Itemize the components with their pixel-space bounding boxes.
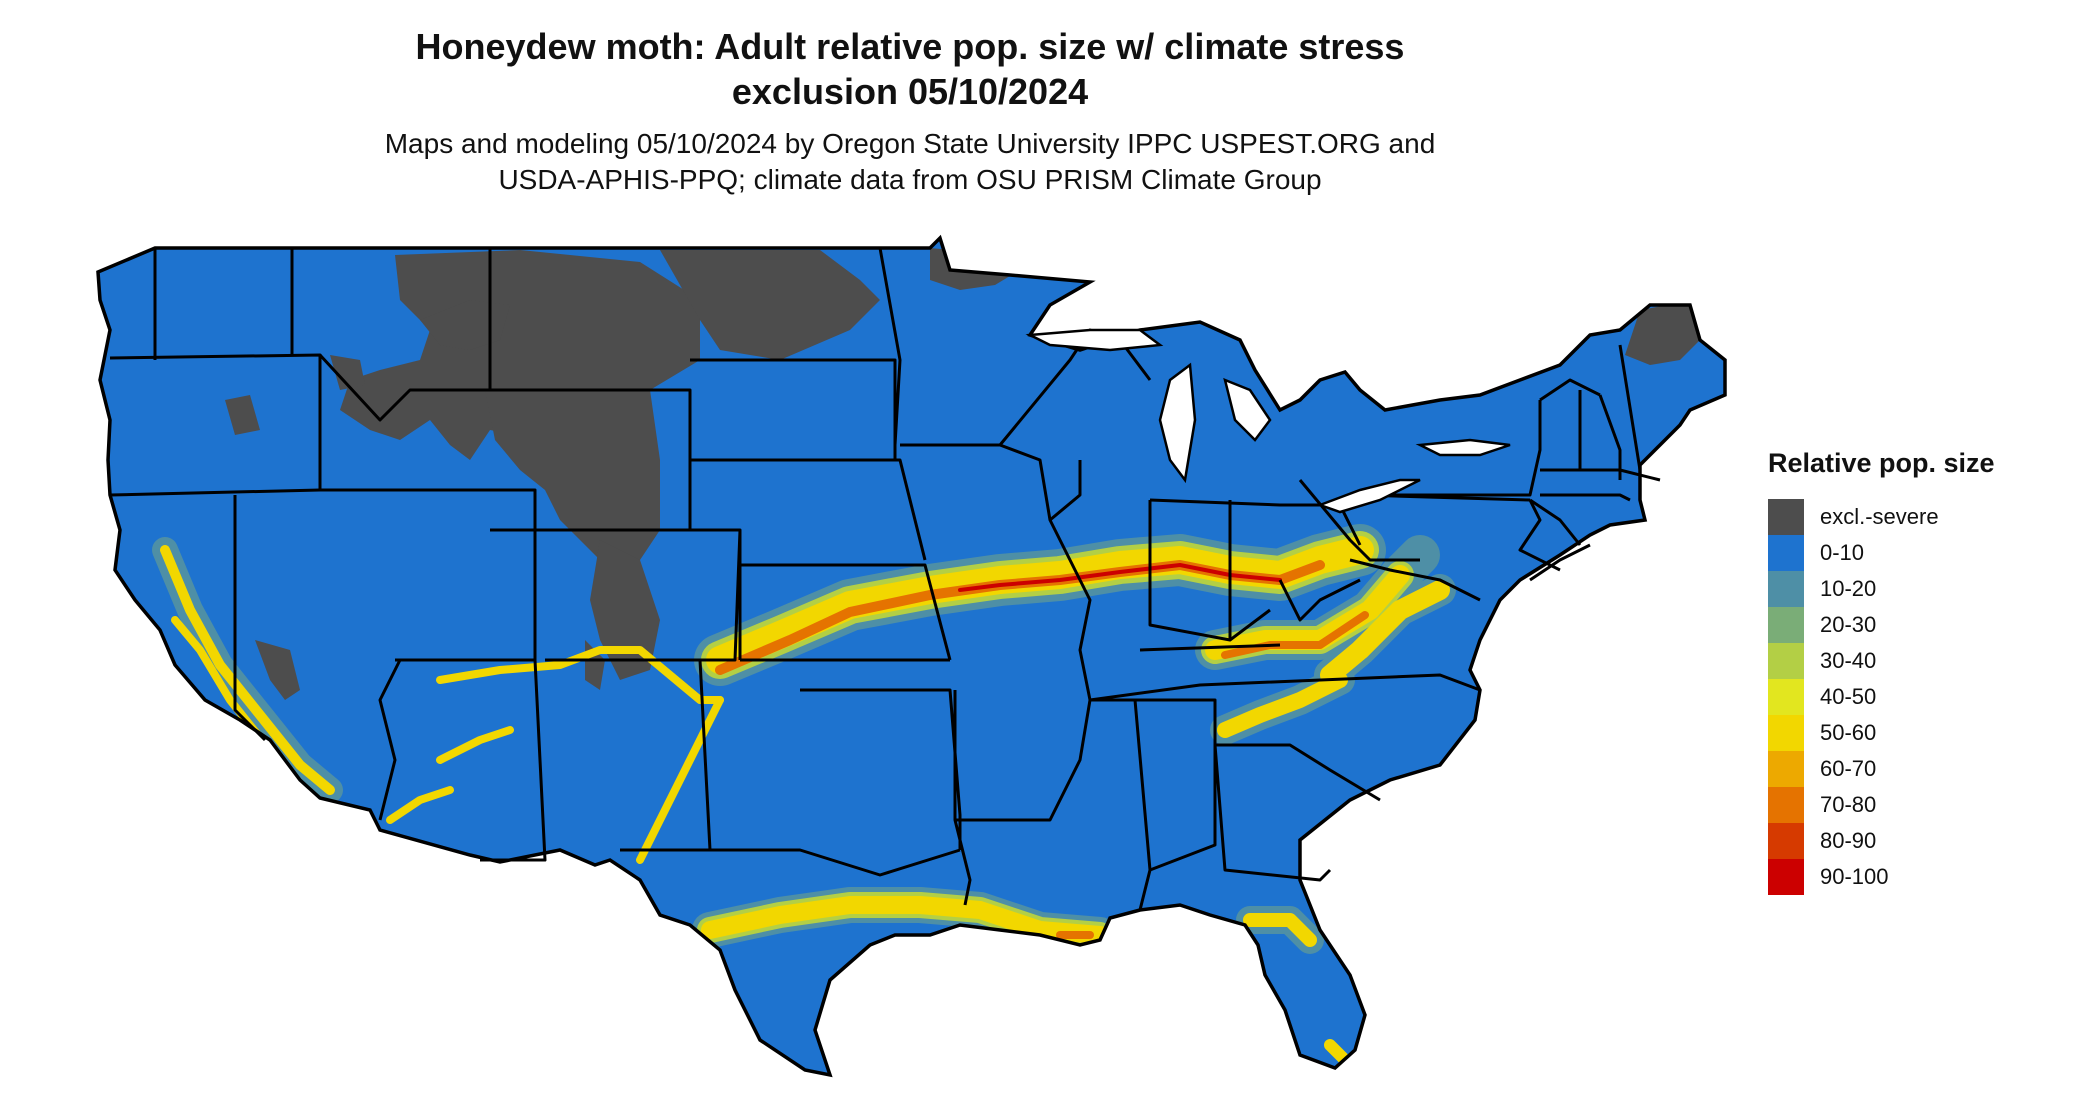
boundary xyxy=(1090,698,1152,911)
legend-label: 70-80 xyxy=(1820,792,1877,817)
boundary xyxy=(1298,479,1420,562)
legend-items: excl.-severe 0-10 10-20 20-30 30-40 40-50 50-6… xyxy=(1768,499,2088,895)
state-boundaries xyxy=(109,247,1661,911)
legend-label: 60-70 xyxy=(1820,756,1877,781)
boundary xyxy=(318,248,492,422)
lake-superior xyxy=(1025,328,1164,352)
legend-item: 50-60 xyxy=(1768,715,2088,751)
boundary xyxy=(710,848,961,877)
boundary xyxy=(1360,400,1542,497)
legend-label: 30-40 xyxy=(1820,648,1877,673)
boundary xyxy=(1539,378,1601,402)
boundary xyxy=(953,690,972,906)
legend-item: 20-30 xyxy=(1768,607,2088,643)
boundary xyxy=(1540,493,1631,502)
subtitle-line-2: USDA-APHIS-PPQ; climate data from OSU PR… xyxy=(498,164,1322,195)
lake-ontario xyxy=(1415,438,1511,457)
boundary xyxy=(378,659,402,821)
legend-swatch xyxy=(1768,859,1804,895)
legend-label: 90-100 xyxy=(1820,864,1889,889)
legend-swatch xyxy=(1768,679,1804,715)
legend-item: 70-80 xyxy=(1768,787,2088,823)
boundary xyxy=(1618,344,1642,471)
boundary xyxy=(1518,499,1561,572)
boundary xyxy=(320,488,537,660)
legend-swatch xyxy=(1768,715,1804,751)
title-line-2: exclusion 05/10/2024 xyxy=(731,71,1089,112)
legend-swatch xyxy=(1768,607,1804,643)
boundary xyxy=(1349,558,1481,602)
legend-swatch xyxy=(1768,535,1804,571)
legend-label: 80-90 xyxy=(1820,828,1877,853)
title-line-1: Honeydew moth: Adult relative pop. size … xyxy=(415,26,1405,67)
boundary xyxy=(700,529,742,662)
boundary xyxy=(1529,543,1591,582)
legend-item: 10-20 xyxy=(1768,571,2088,607)
legend-swatch xyxy=(1768,571,1804,607)
lake-erie xyxy=(1316,478,1421,514)
suitability-bands xyxy=(152,524,1456,1066)
legend-label: 0-10 xyxy=(1820,540,1865,565)
great-lakes xyxy=(1025,328,1511,514)
subtitle-line-1: Maps and modeling 05/10/2024 by Oregon S… xyxy=(384,128,1436,159)
legend-label: excl.-severe xyxy=(1820,504,1939,529)
legend-item: 80-90 xyxy=(1768,823,2088,859)
legend-label: 40-50 xyxy=(1820,684,1877,709)
boundary xyxy=(109,488,321,497)
boundary xyxy=(955,699,1092,822)
us-map xyxy=(96,236,1727,1077)
legend-swatch xyxy=(1768,751,1804,787)
lake-michigan xyxy=(1158,362,1197,484)
boundary xyxy=(1049,460,1082,522)
lake-huron xyxy=(1223,377,1272,442)
legend-item: 0-10 xyxy=(1768,535,2088,571)
boundary xyxy=(1148,500,1271,642)
map-title: Honeydew moth: Adult relative pop. size … xyxy=(250,24,1570,114)
legend: Relative pop. size excl.-severe 0-10 10-20… xyxy=(1768,448,2088,895)
legend-item: 40-50 xyxy=(1768,679,2088,715)
legend-swatch xyxy=(1768,499,1804,535)
legend-item: 90-100 xyxy=(1768,859,2088,895)
map-subtitle: Maps and modeling 05/10/2024 by Oregon S… xyxy=(250,126,1570,198)
excluded-regions xyxy=(225,248,1700,700)
boundary xyxy=(545,658,712,852)
boundary xyxy=(1213,744,1332,882)
legend-label: 20-30 xyxy=(1820,612,1877,637)
boundary xyxy=(1215,743,1381,802)
boundary xyxy=(1529,498,1582,546)
legend-swatch xyxy=(1768,787,1804,823)
boundary xyxy=(1540,468,1661,482)
legend-item: 30-40 xyxy=(1768,643,2088,679)
legend-item: excl.-severe xyxy=(1768,499,2088,535)
legend-title: Relative pop. size xyxy=(1768,448,1995,478)
boundary xyxy=(1278,578,1361,622)
boundary xyxy=(1135,698,1217,872)
legend-item: 60-70 xyxy=(1768,751,2088,787)
legend-swatch xyxy=(1768,823,1804,859)
suitability-layers xyxy=(152,248,1700,1066)
boundary xyxy=(1149,498,1362,546)
boundary xyxy=(1089,673,1481,702)
boundary xyxy=(740,563,952,661)
legend-swatch xyxy=(1768,643,1804,679)
boundary xyxy=(690,458,927,561)
legend-label: 50-60 xyxy=(1820,720,1877,745)
boundary xyxy=(1139,643,1281,652)
legend-label: 10-20 xyxy=(1820,576,1877,601)
boundary xyxy=(878,247,902,446)
